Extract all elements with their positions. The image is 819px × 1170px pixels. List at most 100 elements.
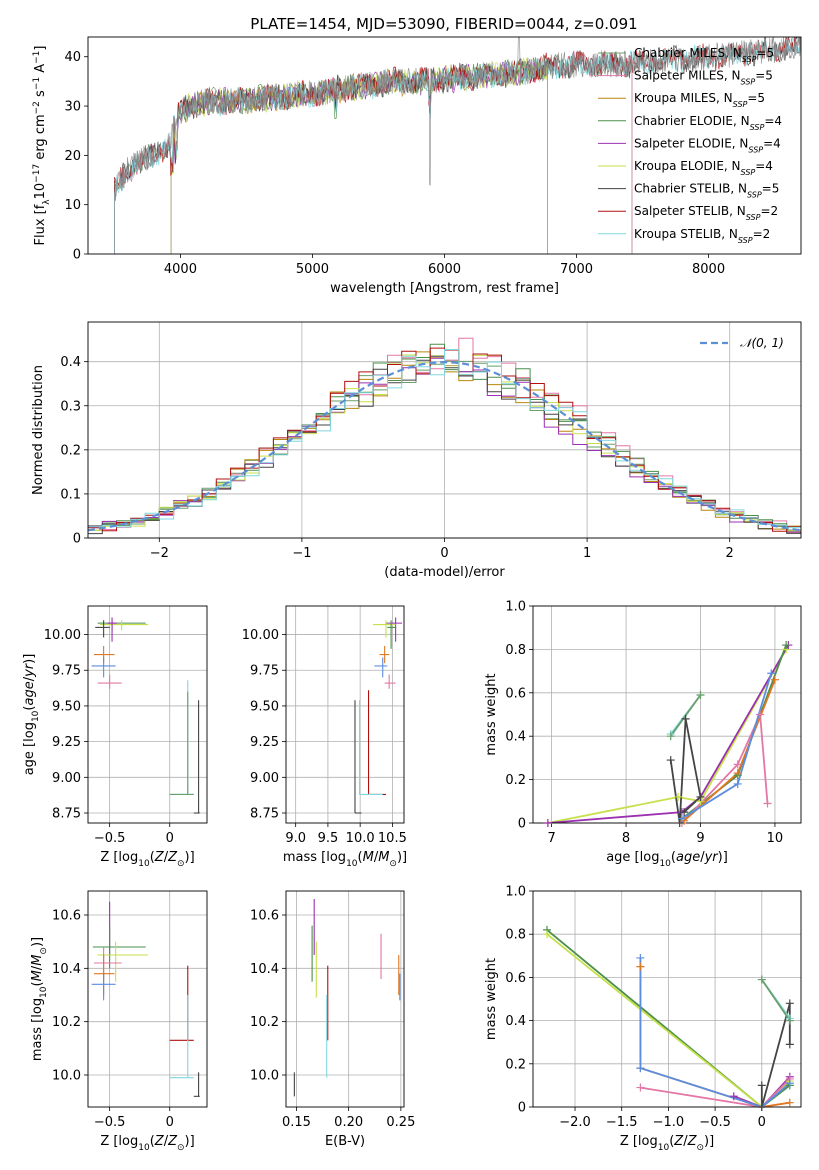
weight-marker — [696, 690, 705, 699]
plot-area-age_vs_Z — [91, 617, 200, 814]
axes-spectrum: 4000 5000 6000 7000 8000 0 10 20 30 40 wavelength … — [32, 36, 802, 296]
x-tick-label: −1.0 — [653, 1115, 685, 1130]
legend-label: 𝒩(0, 1) — [740, 336, 784, 350]
legend-subscript: SSP — [748, 145, 763, 154]
gaussian-curve — [88, 360, 801, 532]
legend-subscript: SSP — [738, 235, 753, 244]
plot-area-mass_vs_EBV — [293, 899, 401, 1097]
grid-mass_vs_EBV — [286, 891, 404, 1107]
weight-marker — [757, 975, 766, 984]
y-tick-label: 10 — [64, 198, 81, 213]
y-tick-label: 9.75 — [250, 664, 279, 679]
axes-mass_vs_Z: −0.5 0 10.0 10.2 10.4 10.6 Z [log10(Z/Z⊙)] mass… — [30, 890, 208, 1153]
y-tick-label: 10.0 — [52, 1069, 81, 1084]
y-tick-label: 9.25 — [250, 735, 279, 750]
legend-subscript: SSP — [742, 55, 757, 64]
legend-name: Chabrier ELODIE, N — [634, 114, 750, 128]
legend-label: Salpeter MILES, NSSP=5 — [634, 69, 773, 87]
y-axis-label: mass weight — [484, 958, 499, 1040]
weight-marker — [733, 779, 742, 788]
legend-count: =4 — [755, 159, 773, 173]
y-tick-label: 8.75 — [52, 807, 81, 822]
y-tick-label: 20 — [64, 149, 81, 164]
x-tick-label: −2.0 — [559, 1115, 591, 1130]
y-tick-label: 10.6 — [250, 909, 279, 924]
y-tick-label: 0.2 — [505, 773, 526, 788]
weight-line — [546, 933, 791, 1107]
legend-subscript: SSP — [733, 100, 748, 109]
weight-line — [681, 714, 769, 823]
weight-marker — [757, 1103, 766, 1111]
y-tick-label: 9.50 — [250, 699, 279, 714]
weight-line — [681, 673, 773, 820]
x-tick-label: 0 — [166, 831, 174, 846]
weight-marker — [543, 819, 552, 827]
x-tick-label: 8 — [622, 831, 630, 846]
plot-area-spectrum — [114, 37, 801, 254]
grid-age_vs_Z — [88, 606, 207, 823]
x-tick-label: −1 — [292, 546, 311, 561]
weight-marker — [696, 792, 705, 801]
x-tick-label: 5000 — [296, 262, 329, 277]
y-tick-label: 0.2 — [505, 1057, 526, 1072]
x-tick-label: 7 — [547, 831, 555, 846]
weight-marker — [785, 1016, 794, 1025]
axes-mass_vs_EBV: 0.15 0.20 0.25 10.0 10.2 10.4 10.6 E(B-V) — [250, 890, 415, 1149]
weight-marker — [733, 760, 742, 769]
legend-name: Salpeter MILES, N — [634, 69, 741, 83]
x-axis-label: (data-model)/error — [384, 565, 505, 580]
y-tick-label: 8.75 — [250, 807, 279, 822]
weight-marker — [785, 999, 794, 1008]
weight-marker — [636, 953, 645, 962]
y-tick-label: 0.6 — [505, 971, 526, 986]
legend-name: Kroupa ELODIE, N — [634, 159, 741, 173]
y-axis-label: mass weight — [484, 673, 499, 755]
x-tick-label: 4000 — [164, 262, 197, 277]
legend-count: =5 — [762, 182, 780, 196]
x-axis-label: E(B-V) — [325, 1134, 365, 1149]
x-axis-label: Z [log10(Z/Z⊙)] — [100, 1134, 194, 1153]
legend-count: =5 — [755, 69, 773, 83]
y-tick-label: 10.6 — [52, 909, 81, 924]
x-tick-label: 0.25 — [386, 1115, 415, 1130]
weight-marker — [677, 814, 686, 823]
legend-name: Kroupa MILES, N — [634, 91, 733, 105]
y-tick-label: 0.3 — [60, 399, 81, 414]
y-tick-label: 0.4 — [505, 730, 526, 745]
legend-count: =4 — [763, 136, 781, 150]
x-tick-label: −1.5 — [606, 1115, 638, 1130]
grid-age_vs_mass — [286, 606, 404, 823]
axes-frame — [87, 605, 208, 824]
weight-line — [681, 644, 787, 820]
plot-area-age_vs_mass — [354, 617, 403, 814]
y-tick-label: 1.0 — [505, 885, 526, 900]
y-tick-label: 10.4 — [250, 962, 279, 977]
figure-title: PLATE=1454, MJD=53090, FIBERID=0044, z=0… — [250, 15, 637, 33]
axes-weight_vs_Z: −2.0 −1.5 −1.0 −0.5 0 0 0.2 0.4 0.6 0.8 1.0 Z [log1… — [484, 885, 802, 1153]
y-tick-label: 10.2 — [250, 1015, 279, 1030]
legend-name: Kroupa STELIB, N — [634, 227, 738, 241]
histogram-step — [88, 349, 801, 528]
weight-marker — [756, 710, 765, 719]
x-tick-label: 10 — [767, 831, 784, 846]
x-tick-label: 6000 — [428, 262, 461, 277]
spectrum-line — [114, 37, 801, 254]
weight-marker — [674, 792, 683, 801]
weight-marker — [782, 641, 791, 650]
legend-name: Chabrier MILES, N — [634, 46, 742, 60]
legend-count: =5 — [747, 91, 765, 105]
plot-area-mass_vs_Z — [91, 901, 200, 1097]
plot-area-residuals — [88, 337, 801, 535]
axes-frame — [532, 605, 802, 824]
x-tick-label: −0.5 — [699, 1115, 731, 1130]
legend-subscript: SSP — [741, 77, 756, 86]
weight-line — [547, 648, 787, 823]
axes-age_vs_Z: −0.5 0 8.75 9.00 9.25 9.50 9.75 10.00 Z [log10(Z… — [22, 605, 208, 869]
y-tick-label: 0 — [73, 248, 81, 263]
weight-marker — [543, 930, 552, 939]
legend-label: Kroupa ELODIE, NSSP=4 — [634, 159, 773, 177]
legend-label: Chabrier STELIB, NSSP=5 — [634, 182, 779, 200]
weight-marker — [680, 808, 689, 817]
x-tick-label: −0.5 — [94, 1115, 126, 1130]
